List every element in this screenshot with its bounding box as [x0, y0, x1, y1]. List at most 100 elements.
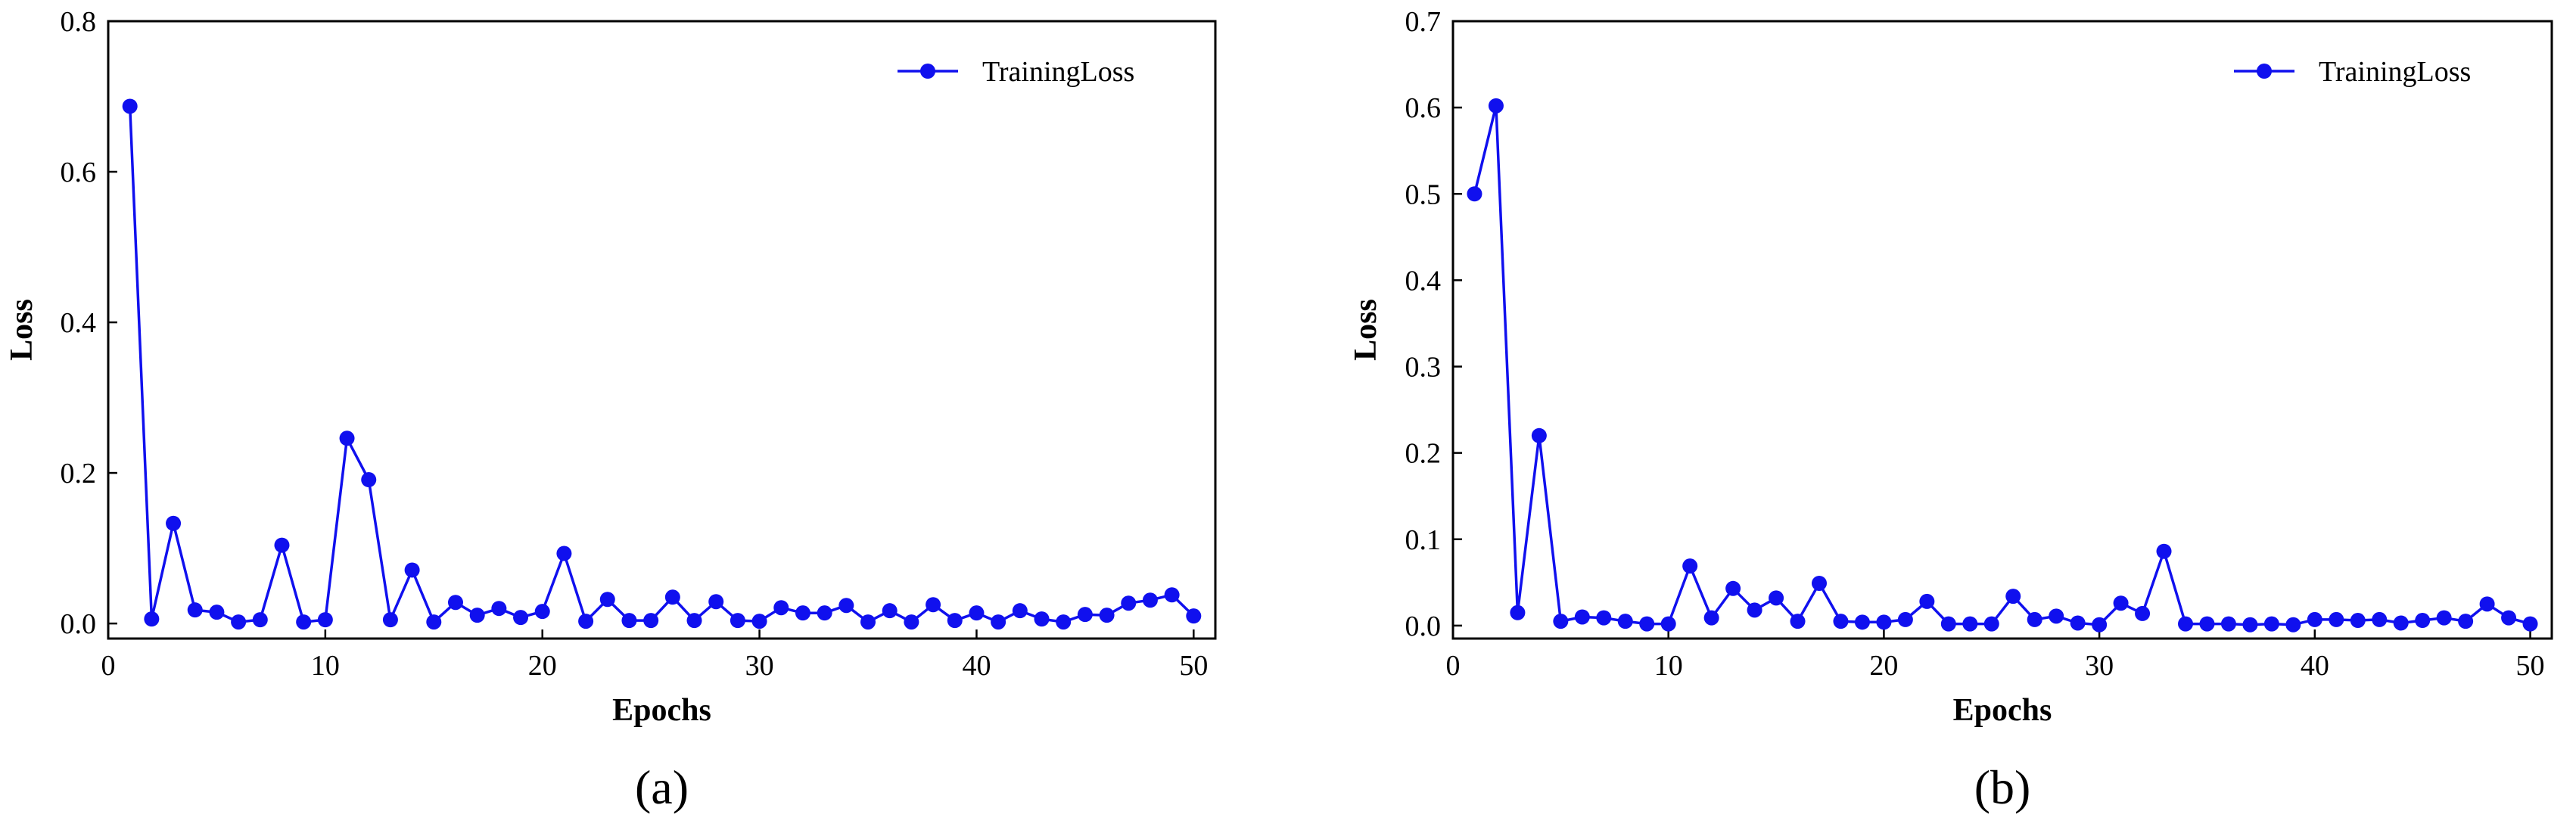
data-point — [491, 601, 507, 617]
data-point — [2372, 611, 2388, 627]
data-point — [2479, 596, 2495, 612]
data-point — [817, 605, 832, 621]
data-point — [317, 612, 333, 628]
data-point — [686, 613, 702, 629]
y-tick-label: 0.3 — [1405, 352, 1442, 384]
y-tick-label: 0.5 — [1405, 179, 1442, 210]
y-tick-label: 0.1 — [1405, 524, 1442, 556]
data-point — [122, 98, 138, 114]
chart-panel-a: 0 10 20 30 40 50 0.0 0.2 0.4 0.6 0.8 Epochs Loss Trai… — [0, 0, 1288, 829]
x-tick-label: 30 — [745, 650, 774, 682]
x-tick-label: 50 — [2516, 650, 2545, 682]
data-point — [426, 614, 442, 630]
data-point — [860, 614, 876, 630]
data-point — [2070, 615, 2086, 631]
data-point — [2415, 613, 2431, 629]
y-tick-label: 0.0 — [1405, 611, 1442, 642]
x-tick-label: 40 — [962, 650, 991, 682]
data-point — [664, 589, 680, 605]
data-point — [2522, 616, 2538, 632]
data-point — [339, 430, 355, 446]
data-point — [1596, 610, 1612, 626]
data-point — [730, 613, 745, 629]
data-point — [1099, 608, 1115, 623]
data-point — [1467, 186, 1482, 202]
y-tick-label: 0.4 — [1405, 265, 1442, 297]
data-point — [2135, 605, 2151, 621]
data-point — [2005, 589, 2021, 605]
data-point — [447, 595, 463, 611]
data-point — [1164, 587, 1180, 603]
chart-panel-b: 0 10 20 30 40 50 0.0 0.1 0.2 0.3 0.4 0.5 0.6 0.7 Epoch… — [1288, 0, 2576, 829]
data-point — [2113, 595, 2129, 611]
data-point — [1769, 590, 1784, 606]
data-point — [1617, 614, 1633, 629]
data-point — [578, 614, 594, 629]
data-point — [969, 605, 985, 621]
data-point — [1034, 611, 1050, 627]
data-point — [1531, 427, 1547, 443]
loss-chart-a: 0 10 20 30 40 50 0.0 0.2 0.4 0.6 0.8 Epochs Loss Trai… — [5, 6, 1217, 814]
data-point — [1854, 614, 1870, 630]
data-point — [621, 613, 637, 629]
data-point — [2263, 616, 2279, 632]
data-point — [751, 614, 767, 629]
data-point — [1510, 605, 1526, 620]
legend-marker — [2257, 64, 2272, 79]
data-point — [838, 598, 854, 614]
series-line-training-loss — [128, 106, 1195, 623]
data-point — [2199, 616, 2215, 632]
data-point — [1660, 616, 1676, 632]
y-tick-label: 0.0 — [61, 608, 97, 640]
data-point — [1488, 98, 1504, 113]
figure-caption: (a) — [635, 760, 689, 814]
data-point — [1142, 592, 1158, 608]
data-point — [2049, 608, 2064, 624]
data-point — [1077, 607, 1093, 623]
data-point — [534, 604, 550, 620]
data-point — [926, 597, 941, 613]
x-axis-label: Epochs — [1953, 693, 2052, 728]
data-point — [556, 545, 572, 561]
data-point — [1574, 609, 1590, 625]
data-point — [1962, 616, 1978, 632]
y-tick-label: 0.6 — [1405, 92, 1442, 124]
data-point — [404, 562, 420, 578]
data-point — [296, 614, 312, 630]
data-point — [1812, 575, 1827, 591]
data-point — [643, 613, 659, 629]
data-point — [2350, 613, 2366, 629]
data-point — [1983, 616, 1999, 632]
data-point — [947, 613, 963, 629]
data-point — [252, 612, 268, 628]
y-axis-label: Loss — [1349, 299, 1383, 361]
data-point — [1876, 614, 1892, 630]
y-tick-label: 0.2 — [1405, 438, 1442, 470]
data-point — [2220, 616, 2236, 632]
data-point — [1056, 614, 1072, 630]
x-tick-label: 40 — [2301, 650, 2329, 682]
x-tick-label: 10 — [1654, 650, 1683, 682]
data-point — [1012, 603, 1028, 619]
loss-chart-b: 0 10 20 30 40 50 0.0 0.1 0.2 0.3 0.4 0.5 0.6 0.7 Epoch… — [1349, 6, 2553, 814]
data-point — [1919, 593, 1935, 609]
data-point — [1940, 616, 1956, 632]
data-point — [469, 608, 485, 623]
data-point — [795, 605, 810, 621]
x-tick-label: 0 — [101, 650, 116, 682]
data-point — [231, 614, 247, 630]
data-point — [166, 515, 182, 531]
data-point — [209, 605, 225, 620]
data-point — [773, 600, 789, 616]
y-axis-label: Loss — [5, 299, 39, 361]
data-point — [2501, 610, 2517, 626]
data-point — [144, 611, 160, 627]
y-tick-label: 0.4 — [61, 307, 97, 339]
x-tick-label: 10 — [311, 650, 340, 682]
data-point — [1553, 614, 1569, 629]
legend-label: TrainingLoss — [2319, 56, 2471, 88]
data-point — [2178, 616, 2193, 632]
data-point — [1682, 558, 1698, 574]
data-point — [382, 612, 398, 628]
x-axis-label: Epochs — [612, 693, 711, 728]
